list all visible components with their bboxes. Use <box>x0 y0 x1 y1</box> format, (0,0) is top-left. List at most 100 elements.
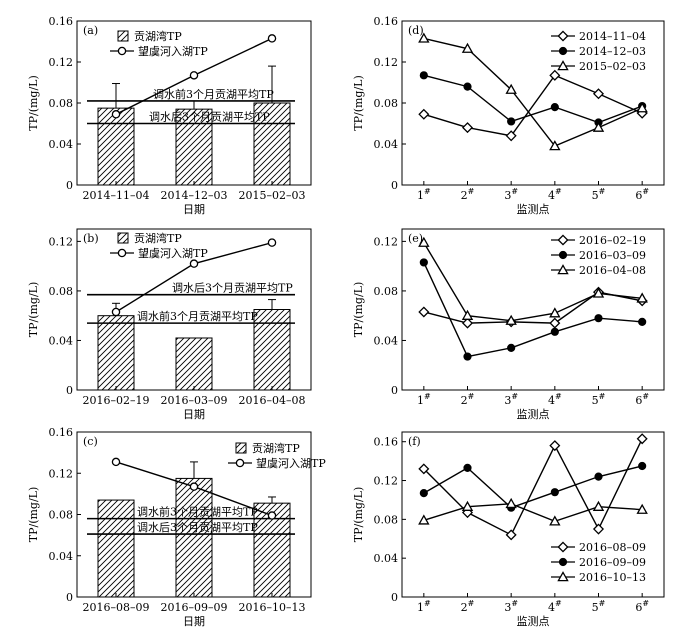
legend-marker <box>117 248 127 258</box>
data-point <box>463 463 472 473</box>
data-point <box>461 500 474 511</box>
data-point <box>267 34 277 43</box>
x-axis-title: 监测点 <box>517 408 550 421</box>
y-tick-label: 0 <box>391 384 398 397</box>
data-point <box>549 140 561 151</box>
legend-marker <box>558 250 568 260</box>
x-axis-title: 监测点 <box>517 203 550 216</box>
x-tick-label: 3# <box>504 392 518 407</box>
data-point <box>505 314 517 325</box>
data-point <box>592 287 605 298</box>
legend-label: 2015–02–03 <box>579 60 646 73</box>
data-point <box>505 497 517 509</box>
bar <box>97 499 135 598</box>
plot-frame <box>401 431 665 598</box>
y-axis-title: TP/(mg/L) <box>27 487 40 543</box>
reference-line-label: 调水前3个月贡湖平均TP <box>153 87 274 101</box>
y-tick-label: 0.08 <box>374 513 399 526</box>
x-tick-label: 2# <box>461 187 475 202</box>
series-line <box>423 37 643 147</box>
y-tick-label: 0.12 <box>49 235 74 248</box>
data-point <box>418 514 430 525</box>
legend: 2016–08–09 2016–09–09 2016–10–13 <box>551 541 646 584</box>
panel-label: (d) <box>408 24 424 37</box>
data-point <box>636 433 648 445</box>
y-tick-label: 0.12 <box>374 235 399 248</box>
legend-label: 2016–03–09 <box>579 249 646 262</box>
reference-line-label: 调水前3个月贡湖平均TP <box>137 505 258 519</box>
data-point <box>505 83 517 94</box>
legend-label: 望虞河入湖TP <box>138 246 208 260</box>
data-point <box>189 259 199 268</box>
x-axis-title: 日期 <box>183 408 205 421</box>
y-tick-label: 0.08 <box>49 285 74 298</box>
bar <box>175 477 213 598</box>
data-point <box>111 457 121 467</box>
x-tick-label: 4# <box>548 187 562 202</box>
legend-marker <box>558 46 568 56</box>
legend-marker <box>117 46 127 56</box>
data-point <box>592 121 605 132</box>
data-point <box>638 317 647 326</box>
x-tick-label: 1# <box>417 599 431 614</box>
panel-a: 0 0.04 0.08 0.12 0.16 2014–11–04 2014–12–03 201… <box>27 15 312 216</box>
y-tick-label: 0.08 <box>49 509 74 522</box>
y-tick-label: 0.08 <box>49 97 74 110</box>
panel-label: (e) <box>408 232 423 245</box>
data-point <box>419 258 428 267</box>
legend-marker <box>557 571 569 582</box>
panel-label: (b) <box>83 232 99 245</box>
legend-label: 望虞河入湖TP <box>256 456 326 470</box>
data-point <box>463 82 472 91</box>
data-point <box>549 317 561 329</box>
legend-marker <box>557 60 569 71</box>
data-point <box>549 307 561 318</box>
y-tick-label: 0.16 <box>374 15 399 28</box>
data-point <box>267 511 277 520</box>
y-axis-title: TP/(mg/L) <box>27 282 40 338</box>
y-tick-label: 0.16 <box>374 436 399 449</box>
x-tick-label: 5# <box>592 599 606 614</box>
x-tick-label: 4# <box>548 599 562 614</box>
y-tick-label: 0.04 <box>49 334 74 347</box>
legend-label: 2016–08–09 <box>579 541 646 554</box>
x-axis-title: 日期 <box>183 615 205 628</box>
x-tick-label: 6# <box>635 392 649 407</box>
legend-marker <box>558 557 568 567</box>
data-point <box>592 500 605 511</box>
legend-swatch-bar <box>235 442 247 454</box>
data-point <box>461 42 474 53</box>
bar <box>253 309 291 391</box>
series-line <box>423 242 643 322</box>
data-point <box>419 71 428 80</box>
data-point <box>505 130 517 142</box>
panel-c: 0 0.04 0.08 0.12 0.16 2016–08–09 2016–09–09 201… <box>27 426 326 628</box>
data-point <box>592 523 605 535</box>
legend-marker <box>557 541 569 553</box>
y-tick-label: 0.04 <box>49 138 74 151</box>
legend-label: 2014–12–03 <box>579 45 646 58</box>
panel-f: 0 0.04 0.08 0.12 0.16 1# 2# 3# 4# 5# 6# 监测点 TP/(mg/L… <box>352 431 665 628</box>
data-point <box>550 103 559 112</box>
x-tick-label: 3# <box>504 187 518 202</box>
y-tick-label: 0.12 <box>49 467 74 480</box>
data-point <box>549 440 561 452</box>
data-point <box>507 343 516 352</box>
x-axis-title: 监测点 <box>517 615 550 628</box>
panel-d: 0 0.04 0.08 0.12 0.16 1# 2# 3# 4# 5# 6# 监测点 TP/(mg/L… <box>352 15 665 216</box>
series-line <box>423 465 643 509</box>
bar <box>175 108 213 186</box>
x-tick-label: 2# <box>461 392 475 407</box>
panel-e: 0 0.04 0.08 0.12 1# 2# 3# 4# 5# 6# 监测点 TP/(mg/L) (e)… <box>352 228 665 421</box>
bar <box>97 107 135 186</box>
x-tick-label: 2016–04–08 <box>239 394 306 407</box>
data-point <box>267 238 277 247</box>
y-tick-label: 0.16 <box>49 426 74 439</box>
y-tick-label: 0.12 <box>49 56 74 69</box>
data-point <box>550 327 559 336</box>
reference-line-label: 调水后3个月贡湖平均TP <box>137 521 258 534</box>
series-line <box>423 74 643 137</box>
data-point <box>594 472 603 481</box>
